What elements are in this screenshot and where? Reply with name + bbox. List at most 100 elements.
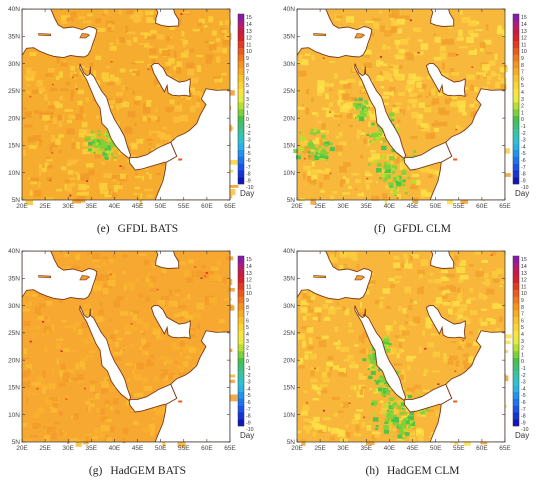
lat-tick-label: 35N — [283, 275, 295, 282]
colorbar-level-label: 13 — [521, 29, 527, 35]
lat-tick-label: 10N — [8, 170, 20, 177]
map-hadgem-bats: 20E 25E 30E 35E 40E 45E 50E 55E 60E 65E40N35N30N2… — [8, 248, 254, 452]
colorbar-level-label: 12 — [521, 278, 527, 284]
colorbar-level-label: 0 — [521, 359, 524, 365]
colorbar-swatch — [238, 337, 244, 345]
lon-tick-label: 40E — [384, 203, 396, 210]
colorbar-level-label: 2 — [246, 346, 249, 352]
colorbar-swatch — [238, 177, 244, 185]
lon-tick-label: 20E — [291, 203, 303, 210]
colorbar-level-label: 4 — [521, 90, 524, 96]
colorbar-swatch — [513, 27, 519, 35]
colorbar-swatch — [513, 61, 519, 69]
mediterranean-sea — [22, 251, 98, 301]
colorbar-level-label: -9 — [246, 178, 251, 184]
lon-tick-label: 55E — [178, 445, 190, 452]
map-panel-gfdl-bats: 20E 25E 30E 35E 40E 45E 50E 55E 60E 65E 40N 35N 30N 2… — [0, 0, 275, 242]
colorbar-level-label: 13 — [521, 271, 527, 277]
colorbar-swatch — [513, 344, 519, 352]
lat-tick-label: 5N — [287, 197, 296, 204]
colorbar-swatch — [238, 129, 244, 137]
map-panel-hadgem-clm: 20E 25E 30E 35E 40E 45E 50E 55E 60E 65E 40N 35N 30N 2… — [275, 242, 550, 484]
colorbar-swatch — [513, 170, 519, 178]
red-sea — [79, 63, 132, 160]
colorbar-swatch — [513, 412, 519, 420]
colorbar-level-label: 13 — [246, 271, 252, 277]
colorbar-swatch — [238, 256, 244, 263]
colorbar-level-label: 14 — [521, 22, 527, 28]
map-frame — [21, 250, 231, 443]
colorbar-swatch — [513, 143, 519, 151]
lon-tick-label: 45E — [132, 445, 144, 452]
colorbar-swatch — [513, 310, 519, 318]
lat-tick-label: 5N — [12, 197, 21, 204]
colorbar-swatch — [238, 116, 244, 123]
colorbar-level-label: 5 — [246, 325, 249, 331]
colorbar-level-label: 10 — [246, 291, 252, 297]
colorbar-level-label: -6 — [246, 158, 251, 164]
panel-label: HadGEM CLM — [386, 465, 460, 477]
panel-label: GFDL BATS — [117, 223, 179, 235]
water-bodies — [22, 9, 230, 200]
water-bodies — [297, 9, 505, 200]
lon-tick-label: 50E — [155, 445, 167, 452]
colorbar-swatch — [513, 48, 519, 55]
colorbar-level-label: -9 — [521, 420, 526, 426]
colorbar-swatch — [238, 303, 244, 311]
colorbar-swatch — [238, 122, 244, 130]
colorbar-level-label: 10 — [521, 49, 527, 55]
colorbar-swatch — [513, 88, 519, 96]
socotra-island — [178, 158, 183, 161]
colorbar-swatch — [238, 34, 244, 42]
colorbar-level-label: -8 — [246, 172, 251, 178]
colorbar-level-label: -4 — [246, 144, 251, 150]
colorbar-swatch — [238, 290, 244, 297]
colorbar-swatch — [513, 82, 519, 89]
colorbar-level-label: -5 — [521, 393, 526, 399]
colorbar-swatch — [513, 378, 519, 386]
colorbar-swatch — [513, 419, 519, 427]
colorbar-level-label: 9 — [521, 298, 524, 304]
colorbar-level-label: 8 — [521, 63, 524, 69]
colorbar-swatch — [238, 378, 244, 386]
lon-tick-label: 25E — [39, 203, 51, 210]
colorbar-swatch — [238, 136, 244, 144]
lat-tick-label: 20N — [283, 115, 295, 122]
colorbar-swatch — [238, 419, 244, 427]
colorbar-level-label: -6 — [246, 400, 251, 406]
colorbar-frame — [237, 255, 245, 427]
colorbar-level-label: -1 — [521, 366, 526, 372]
colorbar-level-label: 6 — [521, 76, 524, 82]
cyprus-island — [79, 275, 91, 281]
colorbar-swatch — [238, 170, 244, 178]
colorbar-level-label: -3 — [521, 138, 526, 144]
colorbar-swatch — [238, 20, 244, 28]
colorbar-level-label: -8 — [521, 414, 526, 420]
colorbar-swatch — [513, 14, 519, 21]
colorbar-swatch — [238, 385, 244, 393]
panel-label: HadGEM BATS — [110, 465, 187, 477]
colorbar-swatch — [513, 303, 519, 311]
lon-tick-label: 25E — [314, 445, 326, 452]
lat-tick-label: 40N — [283, 6, 295, 13]
arabian-sea — [429, 330, 505, 442]
caspian-sea — [155, 251, 180, 269]
colorbar-swatch — [238, 364, 244, 372]
colorbar-swatch — [238, 102, 244, 110]
colorbar-level-label: 1 — [521, 110, 524, 116]
colorbar-swatch — [513, 150, 519, 157]
lon-tick-label: 25E — [314, 203, 326, 210]
arabian-sea — [154, 330, 230, 442]
colorbar-level-label: -7 — [246, 407, 251, 413]
map-frame — [21, 8, 231, 201]
black-sea — [335, 251, 337, 253]
colorbar: 1514131211109876543210-1-2-3-4-5-6-7-8-9… — [512, 255, 529, 440]
colorbar-swatch — [513, 337, 519, 345]
persian-gulf — [150, 305, 191, 339]
panel-letter: (e) — [96, 223, 110, 235]
map-gfdl-bats: 20E 25E 30E 35E 40E 45E 50E 55E 60E 65E40N35N30N2… — [8, 6, 254, 210]
lat-tick-label: 10N — [8, 412, 20, 419]
colorbar-swatch — [513, 398, 519, 406]
colorbar-level-label: -3 — [246, 380, 251, 386]
lat-tick-label: 20N — [283, 357, 295, 364]
